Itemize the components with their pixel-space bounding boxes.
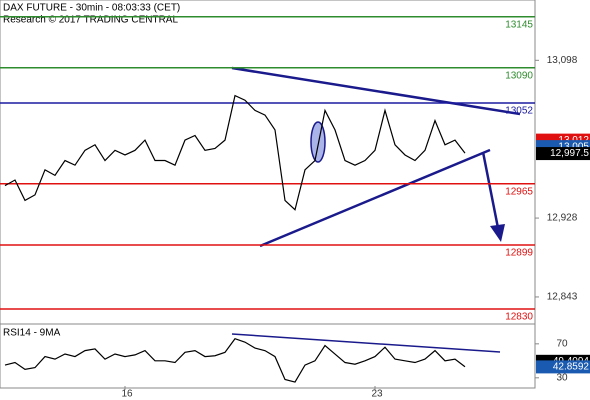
arrow-head xyxy=(490,224,505,242)
price-tag-label: 13,005 xyxy=(558,141,589,152)
y-tick-label: 30 xyxy=(556,372,568,383)
x-tick-label: 23 xyxy=(371,389,383,400)
level-label: 12965 xyxy=(505,186,533,197)
forecast-arrow xyxy=(481,151,500,229)
chart-subtitle: Research © 2017 TRADING CENTRAL xyxy=(3,15,178,26)
chart-title: DAX FUTURE - 30min - 08:03:33 (CET) xyxy=(3,3,180,14)
rsi-title: RSI14 - 9MA xyxy=(3,328,61,339)
highlight-ellipse xyxy=(310,121,326,163)
level-label: 12830 xyxy=(505,312,533,323)
x-tick-label: 16 xyxy=(121,389,133,400)
support-trendline xyxy=(259,148,491,248)
y-tick-label: 13,098 xyxy=(547,55,578,66)
rsi-trendline xyxy=(231,333,501,353)
price-tag-label: 12,997.5 xyxy=(550,148,589,159)
price-tag-label: 42.8592 xyxy=(553,362,590,373)
level-label: 13090 xyxy=(505,70,533,81)
trend-annotations xyxy=(231,66,521,353)
level-label: 13145 xyxy=(505,19,533,30)
price-line xyxy=(4,94,466,211)
y-tick-label: 12,928 xyxy=(547,213,578,224)
y-tick-label: 12,843 xyxy=(547,292,578,303)
level-label: 13052 xyxy=(505,106,533,117)
resistance-trendline xyxy=(231,66,521,116)
price-tag xyxy=(536,360,590,374)
y-tick-label: 70 xyxy=(556,338,568,349)
price-line xyxy=(4,338,466,383)
level-label: 12899 xyxy=(505,248,533,259)
price-tag xyxy=(536,147,590,161)
plot-frame xyxy=(0,0,536,389)
